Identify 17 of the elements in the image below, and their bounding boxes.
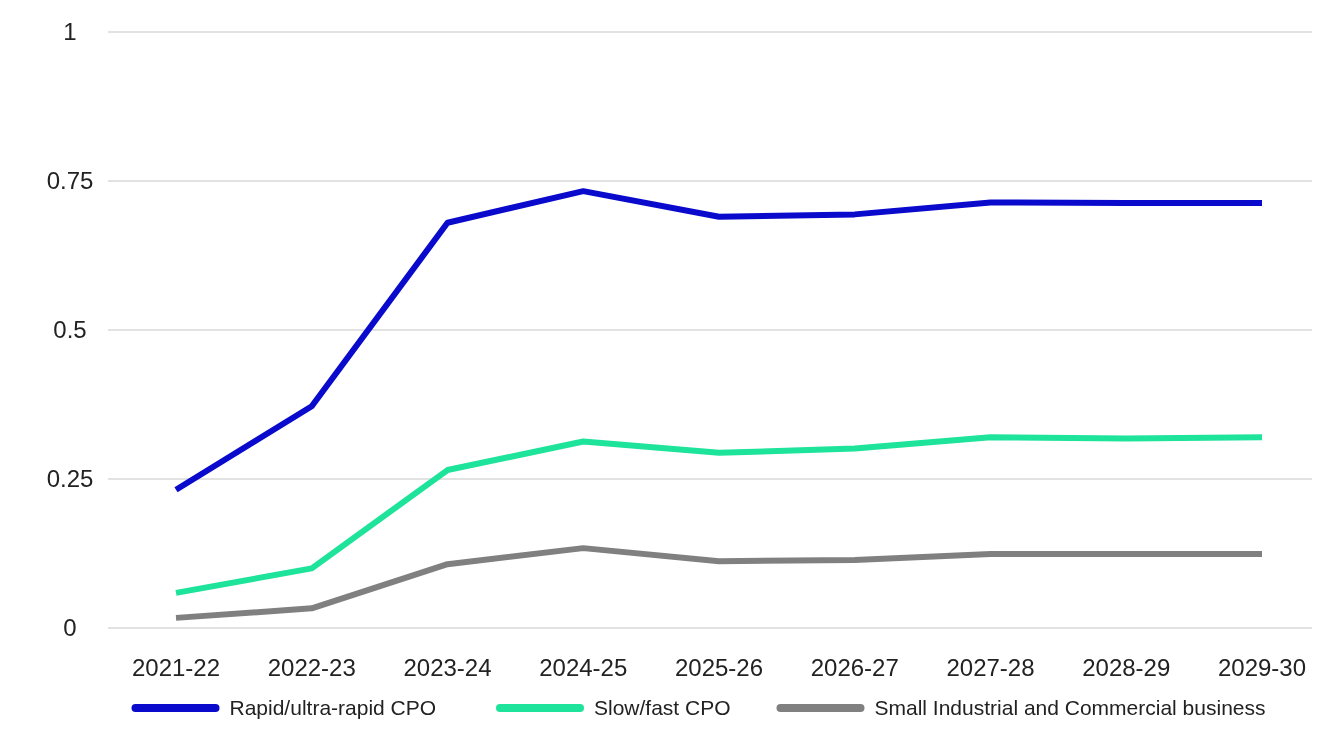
x-tick-label: 2021-22 — [131, 654, 221, 681]
x-tick-label: 2025-26 — [674, 654, 764, 681]
x-tick-label: 2028-29 — [1082, 654, 1171, 681]
legend-label: Rapid/ultra-rapid CPO — [229, 696, 437, 720]
y-tick-label: 0.5 — [53, 316, 87, 344]
x-tick-label: 2023-24 — [403, 654, 492, 681]
legend-label: Small Industrial and Commercial business — [874, 696, 1266, 720]
x-tick-label: 2029-30 — [1217, 654, 1307, 681]
y-tick-label: 0.75 — [46, 167, 94, 195]
legend-label: Slow/fast CPO — [594, 696, 731, 720]
y-tick-label: 1 — [63, 18, 77, 46]
x-tick-label: 2026-27 — [810, 654, 899, 681]
y-tick-label: 0.25 — [46, 465, 94, 493]
x-tick-label: 2027-28 — [946, 654, 1035, 681]
x-tick-label: 2024-25 — [539, 654, 628, 681]
y-tick-label: 0 — [63, 614, 77, 642]
x-tick-label: 2022-23 — [267, 654, 356, 681]
